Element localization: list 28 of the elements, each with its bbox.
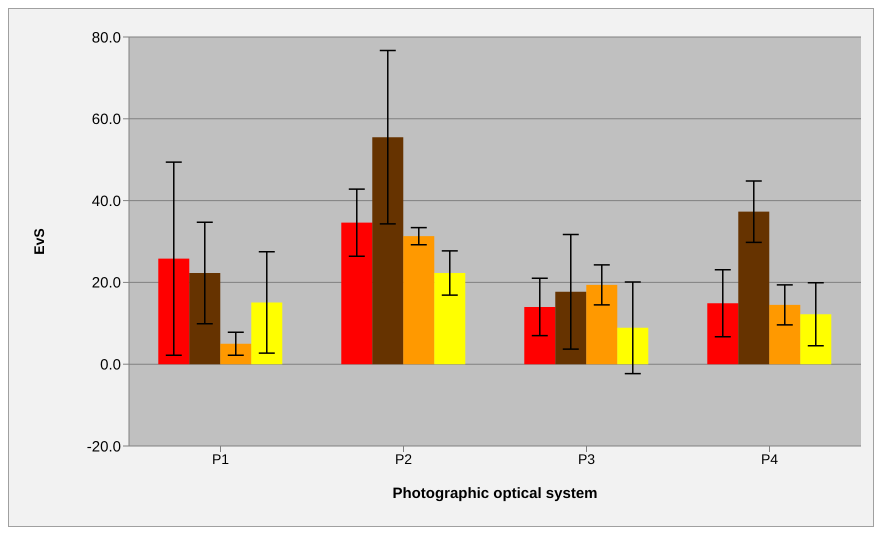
bar xyxy=(189,272,220,364)
bar xyxy=(524,306,556,364)
bar xyxy=(707,303,738,364)
bar xyxy=(341,222,372,364)
bar xyxy=(403,236,434,364)
bar xyxy=(220,344,252,364)
y-tick-label: 40.0 xyxy=(92,192,121,210)
bar xyxy=(434,272,466,364)
bar xyxy=(800,314,832,364)
bar xyxy=(769,304,800,364)
bar xyxy=(158,258,190,364)
y-tick-label: -20.0 xyxy=(86,438,121,456)
x-tick-label: P1 xyxy=(212,450,230,467)
y-tick-label: 0.0 xyxy=(100,356,121,374)
bar xyxy=(586,284,618,364)
y-tick-label: 80.0 xyxy=(92,29,121,46)
y-tick-label: 60.0 xyxy=(92,111,121,128)
bar xyxy=(372,137,404,364)
y-axis-title: EvS xyxy=(30,228,47,255)
bar xyxy=(617,328,648,364)
bar xyxy=(738,212,770,364)
x-tick-label: P4 xyxy=(760,450,778,467)
x-axis-title: Photographic optical system xyxy=(392,485,598,502)
x-tick-label: P3 xyxy=(578,450,596,467)
bar xyxy=(251,302,282,364)
y-tick-label: 20.0 xyxy=(92,274,121,292)
x-tick-label: P2 xyxy=(394,450,412,467)
bar xyxy=(555,292,586,364)
